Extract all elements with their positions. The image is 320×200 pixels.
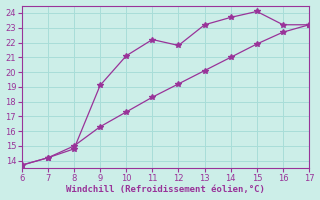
X-axis label: Windchill (Refroidissement éolien,°C): Windchill (Refroidissement éolien,°C) [66,185,265,194]
